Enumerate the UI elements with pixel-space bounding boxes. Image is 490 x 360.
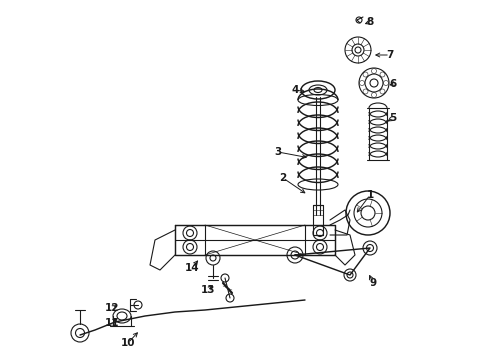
Circle shape xyxy=(346,191,390,235)
Text: 10: 10 xyxy=(121,338,135,348)
Text: 1: 1 xyxy=(367,190,374,200)
Text: 7: 7 xyxy=(386,50,393,60)
Text: 5: 5 xyxy=(390,113,396,123)
Text: 11: 11 xyxy=(105,318,119,328)
Text: 4: 4 xyxy=(292,85,299,95)
Text: 2: 2 xyxy=(279,173,287,183)
Text: 14: 14 xyxy=(185,263,199,273)
Polygon shape xyxy=(313,205,323,235)
Text: 9: 9 xyxy=(369,278,376,288)
Text: 8: 8 xyxy=(367,17,374,27)
Text: 3: 3 xyxy=(274,147,282,157)
Text: 12: 12 xyxy=(105,303,119,313)
Text: 13: 13 xyxy=(201,285,215,295)
Text: 6: 6 xyxy=(390,79,396,89)
